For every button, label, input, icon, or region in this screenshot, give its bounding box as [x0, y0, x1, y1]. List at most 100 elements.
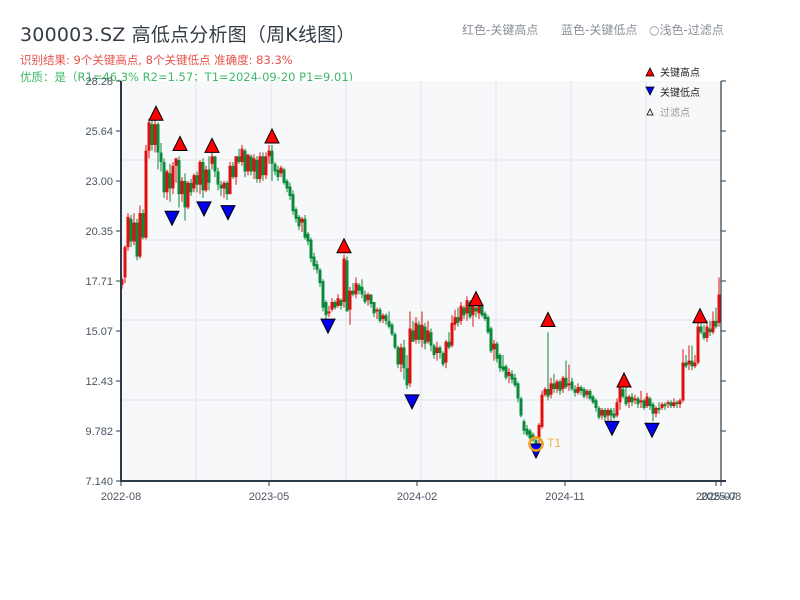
- candle-body: [330, 302, 334, 310]
- candle-body: [135, 222, 139, 257]
- candle-body: [312, 256, 316, 267]
- candle-body: [513, 377, 517, 386]
- key-low-marker: [320, 318, 336, 335]
- candle-body: [342, 258, 346, 303]
- x-tick-label: 2025-07: [696, 491, 736, 503]
- candle-body: [504, 366, 508, 378]
- candle-body: [345, 260, 349, 312]
- y-tick-label: 17.71: [85, 276, 113, 288]
- candle-body: [465, 300, 469, 314]
- legend-light-filtered: ○浅色-过滤点: [649, 23, 724, 37]
- candle-body: [294, 209, 298, 219]
- candle-body: [669, 402, 673, 407]
- candle-body: [177, 160, 181, 195]
- candle-body: [276, 169, 280, 178]
- candle-body: [651, 404, 655, 414]
- candle-body: [642, 400, 646, 408]
- candle-body: [348, 290, 352, 310]
- candle-body: [438, 347, 442, 354]
- candle-body: [600, 409, 604, 416]
- candle-body: [258, 156, 262, 180]
- candle-body: [693, 362, 697, 367]
- candle-body: [474, 307, 478, 312]
- candle-body: [543, 389, 547, 395]
- candle-body: [291, 194, 295, 212]
- candle-body: [717, 294, 721, 323]
- legend-blue-key-low: 蓝色-关键低点: [561, 23, 638, 37]
- candle-body: [555, 381, 559, 390]
- candle-body: [165, 171, 169, 193]
- candle-body: [384, 315, 388, 321]
- candle-body: [486, 317, 490, 333]
- candle-body: [354, 283, 358, 295]
- key-high-marker: [172, 135, 188, 152]
- candle-body: [462, 307, 466, 316]
- candle-body: [159, 152, 163, 162]
- candle-body: [609, 409, 613, 416]
- candle-body: [567, 383, 571, 386]
- candle-body: [579, 387, 583, 391]
- key-low-marker: [164, 210, 180, 227]
- y-tick-label: 12.43: [85, 376, 113, 388]
- candle-body: [654, 407, 658, 414]
- candle-body: [306, 233, 310, 242]
- candle-body: [528, 430, 532, 439]
- candle-body: [591, 396, 595, 403]
- candle-body: [576, 387, 580, 393]
- candle-body: [597, 407, 601, 418]
- candle-body: [447, 341, 451, 348]
- candle-body: [705, 326, 709, 338]
- candle-body: [363, 294, 367, 303]
- candle-body: [552, 383, 556, 390]
- candle-body: [456, 317, 460, 323]
- candle-body: [537, 424, 541, 439]
- candle-body: [666, 402, 670, 405]
- legend-label: 过滤点: [660, 106, 690, 119]
- candle-body: [243, 150, 247, 172]
- candle-body: [540, 394, 544, 427]
- candle-body: [648, 398, 652, 407]
- candle-body: [417, 324, 421, 340]
- candle-body: [477, 303, 481, 314]
- candle-body: [192, 175, 196, 189]
- candle-body: [213, 156, 217, 172]
- key-low-marker: [644, 422, 660, 439]
- legend-low-icon: [645, 86, 655, 96]
- candle-body: [453, 317, 457, 325]
- candle-body: [420, 324, 424, 340]
- candle-body: [615, 402, 619, 416]
- candle-body: [378, 309, 382, 321]
- candle-body: [441, 353, 445, 365]
- x-tick-label: 2022-08: [101, 491, 141, 503]
- candle-body: [231, 165, 235, 178]
- candle-body: [411, 330, 415, 342]
- key-high-marker: [692, 307, 708, 324]
- candle-body: [468, 302, 472, 318]
- x-tick-label: 2025-08: [701, 491, 741, 503]
- candle-body: [324, 302, 328, 316]
- candle-body: [633, 398, 637, 401]
- candle-body: [426, 330, 430, 342]
- candle-body: [489, 328, 493, 352]
- candle-body: [207, 169, 211, 183]
- y-tick-label: 7.140: [85, 476, 113, 488]
- candle-body: [204, 169, 208, 191]
- candle-body: [219, 184, 223, 189]
- candle-body: [483, 313, 487, 320]
- key-low-marker: [404, 394, 420, 410]
- key-high-marker: [468, 290, 484, 307]
- candle-body: [663, 404, 667, 407]
- candle-body: [672, 402, 676, 407]
- candle-body: [408, 328, 412, 384]
- legend-high-icon: [645, 67, 655, 77]
- key-low-marker: [196, 201, 212, 217]
- candle-body: [150, 124, 154, 145]
- candle-body: [621, 389, 625, 397]
- chart-title: 300003.SZ 高低点分析图（周K线图）: [20, 24, 356, 46]
- candle-body: [684, 362, 688, 367]
- candles: [120, 118, 721, 446]
- candle-body: [516, 383, 520, 399]
- candle-body: [129, 218, 133, 242]
- candle-body: [570, 381, 574, 390]
